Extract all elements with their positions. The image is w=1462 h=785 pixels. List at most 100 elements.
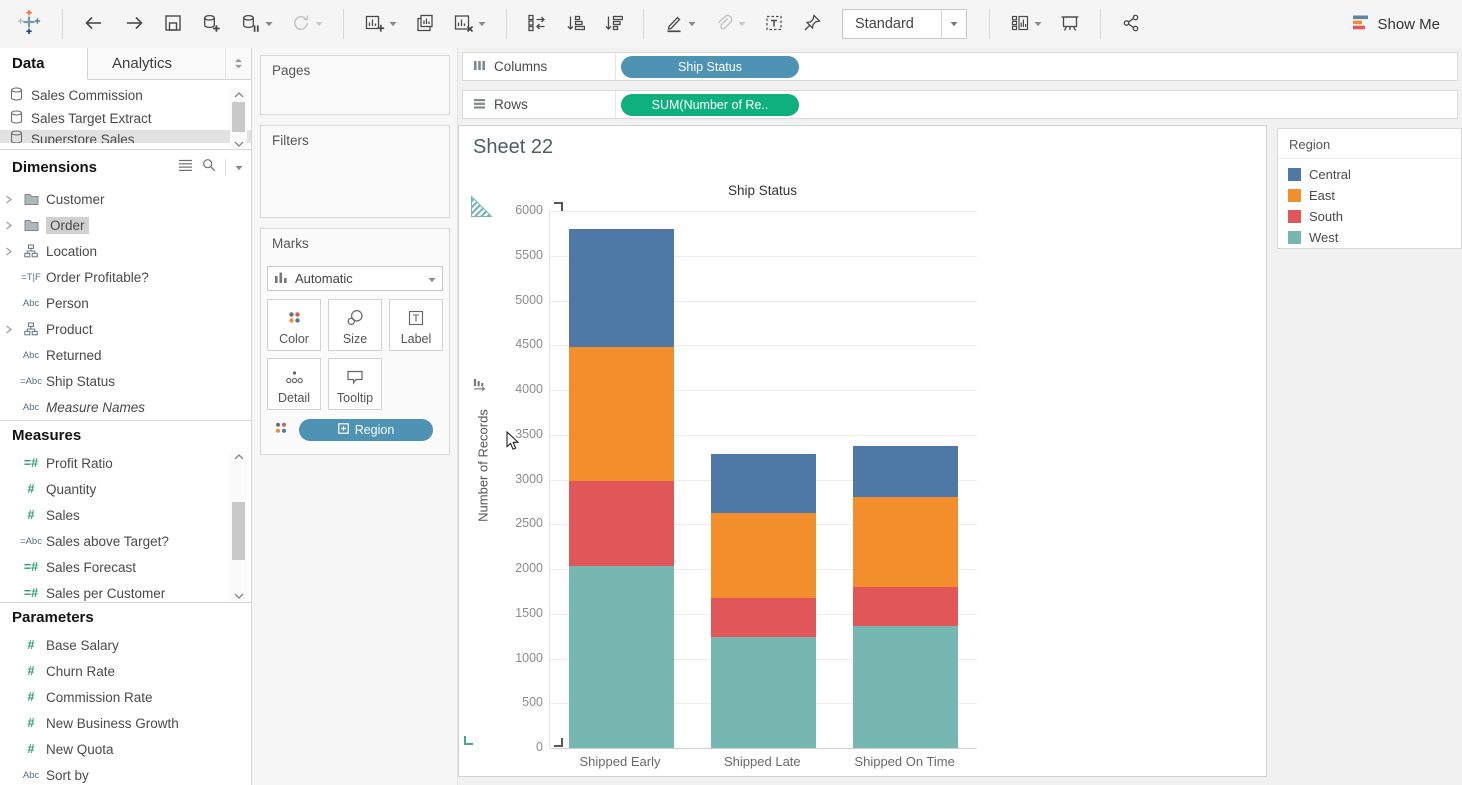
run-update-button[interactable]	[285, 8, 329, 41]
fix-axes-button[interactable]	[796, 8, 828, 41]
field-item-ship-status[interactable]: =Abc Ship Status	[0, 368, 251, 394]
pause-auto-updates-button[interactable]	[234, 8, 279, 41]
tooltip-button[interactable]: Tooltip	[328, 358, 382, 410]
show-mark-labels-button[interactable]	[758, 8, 790, 41]
share-workbook-button[interactable]	[1115, 8, 1147, 41]
detail-button[interactable]: Detail	[267, 358, 321, 410]
field-item-sales-per-customer[interactable]: =# Sales per Customer	[0, 580, 251, 602]
filters-shelf[interactable]: Filters	[260, 125, 450, 218]
legend-item-east[interactable]: East	[1278, 185, 1461, 206]
highlighter-button[interactable]	[658, 8, 702, 41]
redo-button[interactable]	[117, 8, 151, 41]
expand-chevron-icon[interactable]	[0, 194, 16, 204]
show-me-button[interactable]: Show Me	[1344, 10, 1448, 39]
bar-segment-east-shipped-late[interactable]	[711, 512, 816, 598]
bar-segment-west-shipped-on-time[interactable]	[853, 626, 959, 748]
field-item-sales-forecast[interactable]: =# Sales Forecast	[0, 554, 251, 580]
bar-segment-south-shipped-early[interactable]	[568, 481, 674, 567]
data-source-scrollbar[interactable]	[230, 88, 247, 150]
scrollbar-thumb[interactable]	[232, 102, 245, 132]
bar-segment-south-shipped-on-time[interactable]	[853, 586, 959, 627]
chevron-down-icon[interactable]	[235, 158, 243, 176]
save-button[interactable]	[157, 8, 189, 41]
field-item-profit-ratio[interactable]: =# Profit Ratio	[0, 450, 251, 476]
label-button[interactable]: Label	[389, 299, 443, 351]
field-item-base-salary[interactable]: # Base Salary	[0, 632, 251, 658]
bar-segment-east-shipped-on-time[interactable]	[853, 497, 959, 587]
field-item-new-business-growth[interactable]: # New Business Growth	[0, 710, 251, 736]
pill-ship-status[interactable]: Ship Status	[621, 55, 799, 78]
field-item-new-quota[interactable]: # New Quota	[0, 736, 251, 762]
field-item-order[interactable]: Order	[0, 212, 251, 238]
mark-type-value: Automatic	[295, 271, 353, 286]
bar-segment-west-shipped-early[interactable]	[568, 566, 674, 748]
pane-sort-button[interactable]	[225, 48, 251, 80]
expand-chevron-icon[interactable]	[0, 246, 16, 256]
scroll-down-icon[interactable]	[230, 137, 247, 150]
bar-segment-south-shipped-late[interactable]	[711, 597, 816, 638]
expand-chevron-icon[interactable]	[0, 324, 16, 334]
data-source-item[interactable]: Sales Commission	[0, 84, 251, 107]
field-item-sales[interactable]: # Sales	[0, 502, 251, 528]
data-source-item[interactable]: Superstore Sales	[0, 130, 251, 143]
region-pill[interactable]: Region	[299, 419, 433, 441]
new-worksheet-button[interactable]	[358, 8, 403, 41]
legend-item-west[interactable]: West	[1278, 227, 1461, 248]
color-button[interactable]: Color	[267, 299, 321, 351]
bar-segment-central-shipped-early[interactable]	[568, 228, 674, 348]
bar-segment-central-shipped-late[interactable]	[711, 454, 816, 513]
scroll-down-icon[interactable]	[230, 589, 247, 602]
group-members-button[interactable]	[708, 8, 752, 41]
field-item-commission-rate[interactable]: # Commission Rate	[0, 684, 251, 710]
field-item-order-profitable[interactable]: =T|F Order Profitable?	[0, 264, 251, 290]
field-item-churn-rate[interactable]: # Churn Rate	[0, 658, 251, 684]
tab-analytics[interactable]: Analytics	[88, 48, 225, 80]
new-data-source-button[interactable]	[195, 8, 228, 41]
pages-shelf[interactable]: Pages	[260, 55, 450, 115]
columns-shelf[interactable]: Columns Ship Status	[462, 52, 1458, 81]
scroll-up-icon[interactable]	[230, 88, 247, 101]
plot-area	[549, 211, 977, 749]
field-item-returned[interactable]: Abc Returned	[0, 342, 251, 368]
field-item-measure-names[interactable]: Abc Measure Names	[0, 394, 251, 420]
plus-box-icon	[337, 423, 349, 437]
sort-descending-icon	[603, 13, 624, 36]
tab-data[interactable]: Data	[0, 48, 88, 80]
search-icon[interactable]	[202, 158, 216, 177]
clear-sheet-button[interactable]	[447, 8, 492, 41]
field-item-product[interactable]: Product	[0, 316, 251, 342]
bar-segment-central-shipped-on-time[interactable]	[853, 445, 959, 498]
field-label: Returned	[46, 347, 102, 363]
legend-item-central[interactable]: Central	[1278, 164, 1461, 185]
field-item-sort-by[interactable]: Abc Sort by	[0, 762, 251, 785]
rows-shelf[interactable]: Rows SUM(Number of Re..	[462, 90, 1458, 119]
size-button[interactable]: Size	[328, 299, 382, 351]
presentation-mode-button[interactable]	[1054, 8, 1086, 41]
expand-chevron-icon[interactable]	[0, 220, 16, 230]
axis-sort-icon[interactable]	[473, 378, 487, 396]
measures-scrollbar[interactable]	[230, 450, 247, 602]
field-item-person[interactable]: Abc Person	[0, 290, 251, 316]
toolbar-separator	[62, 9, 63, 39]
legend-item-south[interactable]: South	[1278, 206, 1461, 227]
fit-selector[interactable]: Standard	[842, 9, 967, 39]
field-item-location[interactable]: Location	[0, 238, 251, 264]
duplicate-sheet-button[interactable]	[409, 8, 441, 41]
mark-type-selector[interactable]: Automatic	[267, 266, 443, 291]
field-item-quantity[interactable]: # Quantity	[0, 476, 251, 502]
swap-rows-columns-button[interactable]	[521, 8, 553, 41]
show-hide-cards-button[interactable]	[1004, 8, 1048, 41]
data-source-item[interactable]: Sales Target Extract	[0, 107, 251, 130]
field-item-sales-above-target[interactable]: =Abc Sales above Target?	[0, 528, 251, 554]
pill-sum-number-of-re[interactable]: SUM(Number of Re..	[621, 93, 799, 116]
gridline	[550, 390, 977, 391]
sort-ascending-button[interactable]	[559, 8, 591, 41]
bar-segment-east-shipped-early[interactable]	[568, 347, 674, 482]
undo-button[interactable]	[77, 8, 111, 41]
sort-descending-button[interactable]	[597, 8, 629, 41]
scrollbar-thumb[interactable]	[232, 502, 245, 560]
view-as-list-icon[interactable]	[178, 158, 193, 176]
scroll-up-icon[interactable]	[230, 450, 247, 463]
bar-segment-west-shipped-late[interactable]	[711, 637, 816, 748]
field-item-customer[interactable]: Customer	[0, 186, 251, 212]
